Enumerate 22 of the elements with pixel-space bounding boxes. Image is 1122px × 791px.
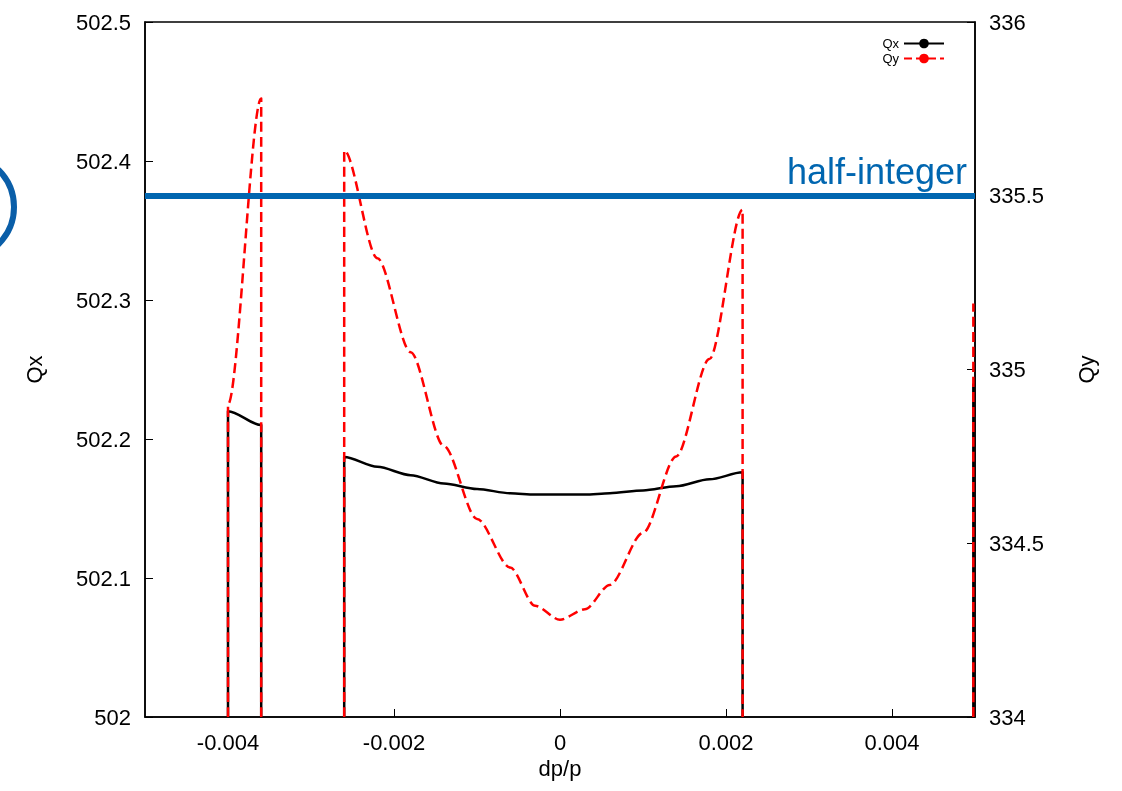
y-tick-label: 502.1 (75, 565, 131, 591)
x-tick-label: -0.004 (196, 729, 260, 755)
y-tick-label: 502.3 (75, 287, 131, 313)
y2-tick-label: 334 (989, 704, 1026, 730)
x-tick-label: 0 (553, 729, 567, 755)
y2-axis-title: Qy (1073, 355, 1099, 384)
y2-tick-label: 335.5 (989, 183, 1045, 209)
y2-tick-label: 335 (989, 357, 1026, 382)
y-tick-label: 502.5 (75, 9, 131, 35)
y-axis-title: Qx (21, 355, 47, 384)
ref-line-label: half-integer (786, 151, 968, 193)
y2-tick-label: 336 (989, 9, 1026, 35)
x-tick-label: 0.002 (698, 729, 754, 755)
x-axis-title: dp/p (538, 756, 582, 782)
x-tick-label: 0.004 (864, 729, 920, 755)
y-tick-label: 502.2 (75, 426, 131, 452)
x-tick-label: -0.002 (362, 729, 426, 755)
legend-label: Qy (882, 51, 900, 66)
legend-label: Qx (882, 36, 900, 51)
y-tick-label: 502 (94, 704, 131, 730)
y-tick-label: 502.4 (75, 148, 131, 174)
y2-tick-label: 334.5 (989, 530, 1045, 556)
